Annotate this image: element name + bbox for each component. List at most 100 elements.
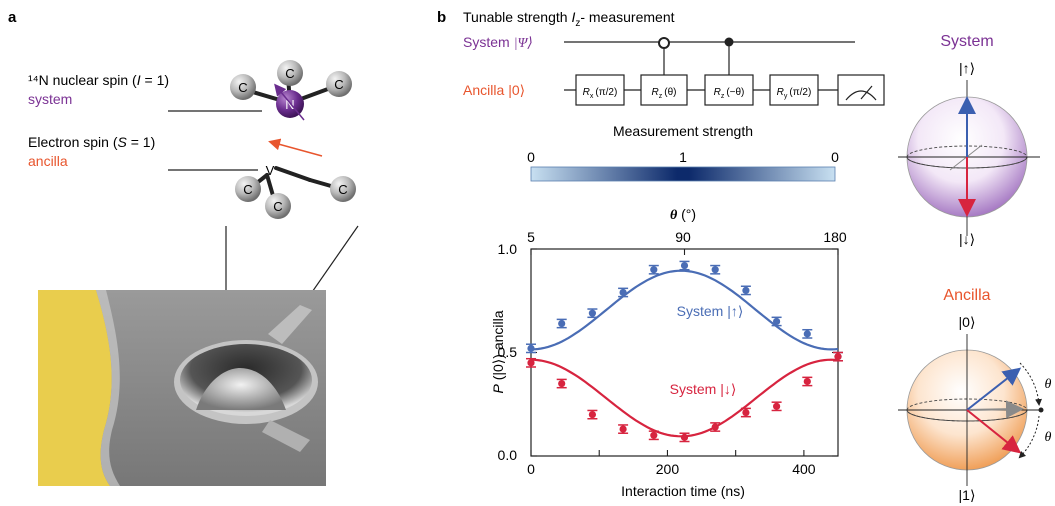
x-tick-label: 400: [792, 461, 816, 477]
data-point-up: [802, 328, 813, 339]
gate-rx-pi2: [575, 74, 625, 106]
svg-text:C: C: [238, 80, 247, 95]
plot-frame: [530, 248, 839, 457]
data-point-down: [648, 430, 659, 441]
series-label-up: System |↑⟩: [677, 303, 744, 319]
gate-ry-pi2: [769, 74, 819, 106]
system-wire-label: System |Ψ⟩: [463, 34, 533, 51]
quantum-circuit: System |Ψ⟩ Ancilla |0⟩ Rx (π/2) Rz (θ) Rz (−θ…: [463, 34, 885, 106]
carbon-atom: [326, 71, 352, 97]
top-tick-label: 180: [823, 229, 847, 245]
data-point-down: [833, 351, 843, 362]
y-axis-label: P (|0⟩) ancilla: [490, 310, 506, 393]
bloch-ancilla-title: Ancilla: [943, 287, 990, 304]
panel-a-label: a: [8, 9, 17, 26]
circuit-title: Tunable strength Iz- measurement: [463, 9, 675, 29]
carbon-atom: [277, 60, 303, 86]
carbon-atom: [230, 74, 256, 100]
strength-title: Measurement strength: [613, 123, 753, 139]
top-axis-label: θ (°): [670, 206, 696, 223]
gate-ry-label: Ry (π/2): [777, 87, 812, 100]
gate-rz-theta: [640, 74, 688, 106]
electron-spin-arrow: [268, 138, 323, 157]
electron-spin-label: Electron spin (S = 1): [28, 134, 155, 150]
measurement-gate: [837, 74, 885, 106]
data-point-down: [587, 409, 598, 420]
nuclear-spin-role: system: [28, 91, 72, 107]
open-control-dot: [658, 37, 670, 49]
data-point-up: [710, 264, 721, 275]
svg-text:C: C: [338, 182, 347, 197]
strength-tick-right: 0: [831, 149, 839, 165]
meter-icon: [845, 90, 877, 101]
data-point-up: [771, 316, 782, 327]
data-point-down: [771, 401, 782, 412]
x-axis-label: Interaction time (ns): [621, 483, 745, 499]
x-tick-label: 200: [656, 461, 680, 477]
strength-tick-mid: 1: [679, 149, 687, 165]
nitrogen-label: N: [285, 97, 294, 112]
series-label-down: System |↓⟩: [670, 381, 737, 397]
data-points: [526, 260, 843, 443]
svg-text:C: C: [285, 66, 294, 81]
data-point-down: [710, 422, 721, 432]
data-point-down: [556, 378, 567, 389]
data-point-down: [740, 407, 751, 418]
data-point-down: [526, 357, 536, 368]
y-tick-label: 1.0: [498, 241, 518, 257]
carbon-atoms: C C C C C C: [230, 60, 356, 219]
data-point-up: [556, 318, 567, 329]
gate-rz-neg-theta: [704, 74, 754, 106]
top-tick-label: 5: [527, 229, 535, 245]
theta-label-upper: θ: [1045, 377, 1052, 392]
data-point-up: [740, 285, 751, 296]
data-point-up: [526, 343, 536, 354]
ancilla-wire-label: Ancilla |0⟩: [463, 82, 525, 98]
filled-control-dot: [724, 37, 734, 47]
data-point-up: [618, 287, 629, 298]
data-point-up: [648, 264, 659, 275]
fit-curve-down: [530, 358, 839, 438]
strength-tick-left: 0: [527, 149, 535, 165]
data-point-down: [802, 376, 813, 387]
bloch-ancilla-top: |0⟩: [959, 314, 976, 330]
data-point-down: [679, 432, 690, 443]
fit-curve-up: [530, 269, 839, 351]
bloch-sphere-ancilla: Ancilla |0⟩ θ θ |1⟩: [898, 287, 1052, 503]
data-point-down: [618, 424, 629, 434]
bloch-ancilla-blue-arrow: [966, 367, 1022, 411]
bloch-ancilla-red-arrow: [966, 409, 1022, 454]
axis-ticks: [530, 248, 839, 457]
nuclear-spin-label: ¹⁴N nuclear spin (I = 1): [28, 72, 169, 88]
carbon-atom: [235, 176, 261, 202]
bloch-ancilla-bottom: |1⟩: [959, 487, 976, 503]
sem-image: [38, 290, 326, 486]
gate-rx-label: Rx (π/2): [583, 87, 618, 100]
probability-chart: θ (°) 5 90 180 1.0 0.5 0.0 0 200 400 Int…: [490, 206, 847, 499]
electron-spin-role: ancilla: [28, 153, 68, 169]
strength-colorbar: [530, 166, 836, 182]
theta-label-lower: θ: [1045, 430, 1052, 445]
gate-rz-neg-label: Rz (−θ): [714, 87, 745, 100]
bloch-sphere-system: System |↑⟩ |↓⟩: [898, 33, 1040, 247]
bloch-system-top: |↑⟩: [959, 60, 975, 76]
svg-text:C: C: [334, 77, 343, 92]
bloch-system-bottom: |↓⟩: [959, 231, 975, 247]
bloch-system-title: System: [940, 33, 993, 50]
vacancy-label: V: [266, 163, 275, 178]
data-point-up: [587, 308, 598, 319]
x-tick-label: 0: [527, 461, 535, 477]
y-tick-label: 0.0: [498, 447, 518, 463]
nuclear-spin-arrow: [274, 83, 305, 121]
fit-curves: [530, 269, 839, 438]
y-tick-label: 0.5: [498, 344, 518, 360]
data-point-up: [679, 260, 690, 271]
top-tick-label: 90: [675, 229, 691, 245]
carbon-atom: [265, 193, 291, 219]
svg-text:C: C: [273, 199, 282, 214]
carbon-atom: [330, 176, 356, 202]
panel-b-label: b: [437, 9, 446, 26]
gate-rz-label: Rz (θ): [652, 87, 677, 100]
svg-text:C: C: [243, 182, 252, 197]
